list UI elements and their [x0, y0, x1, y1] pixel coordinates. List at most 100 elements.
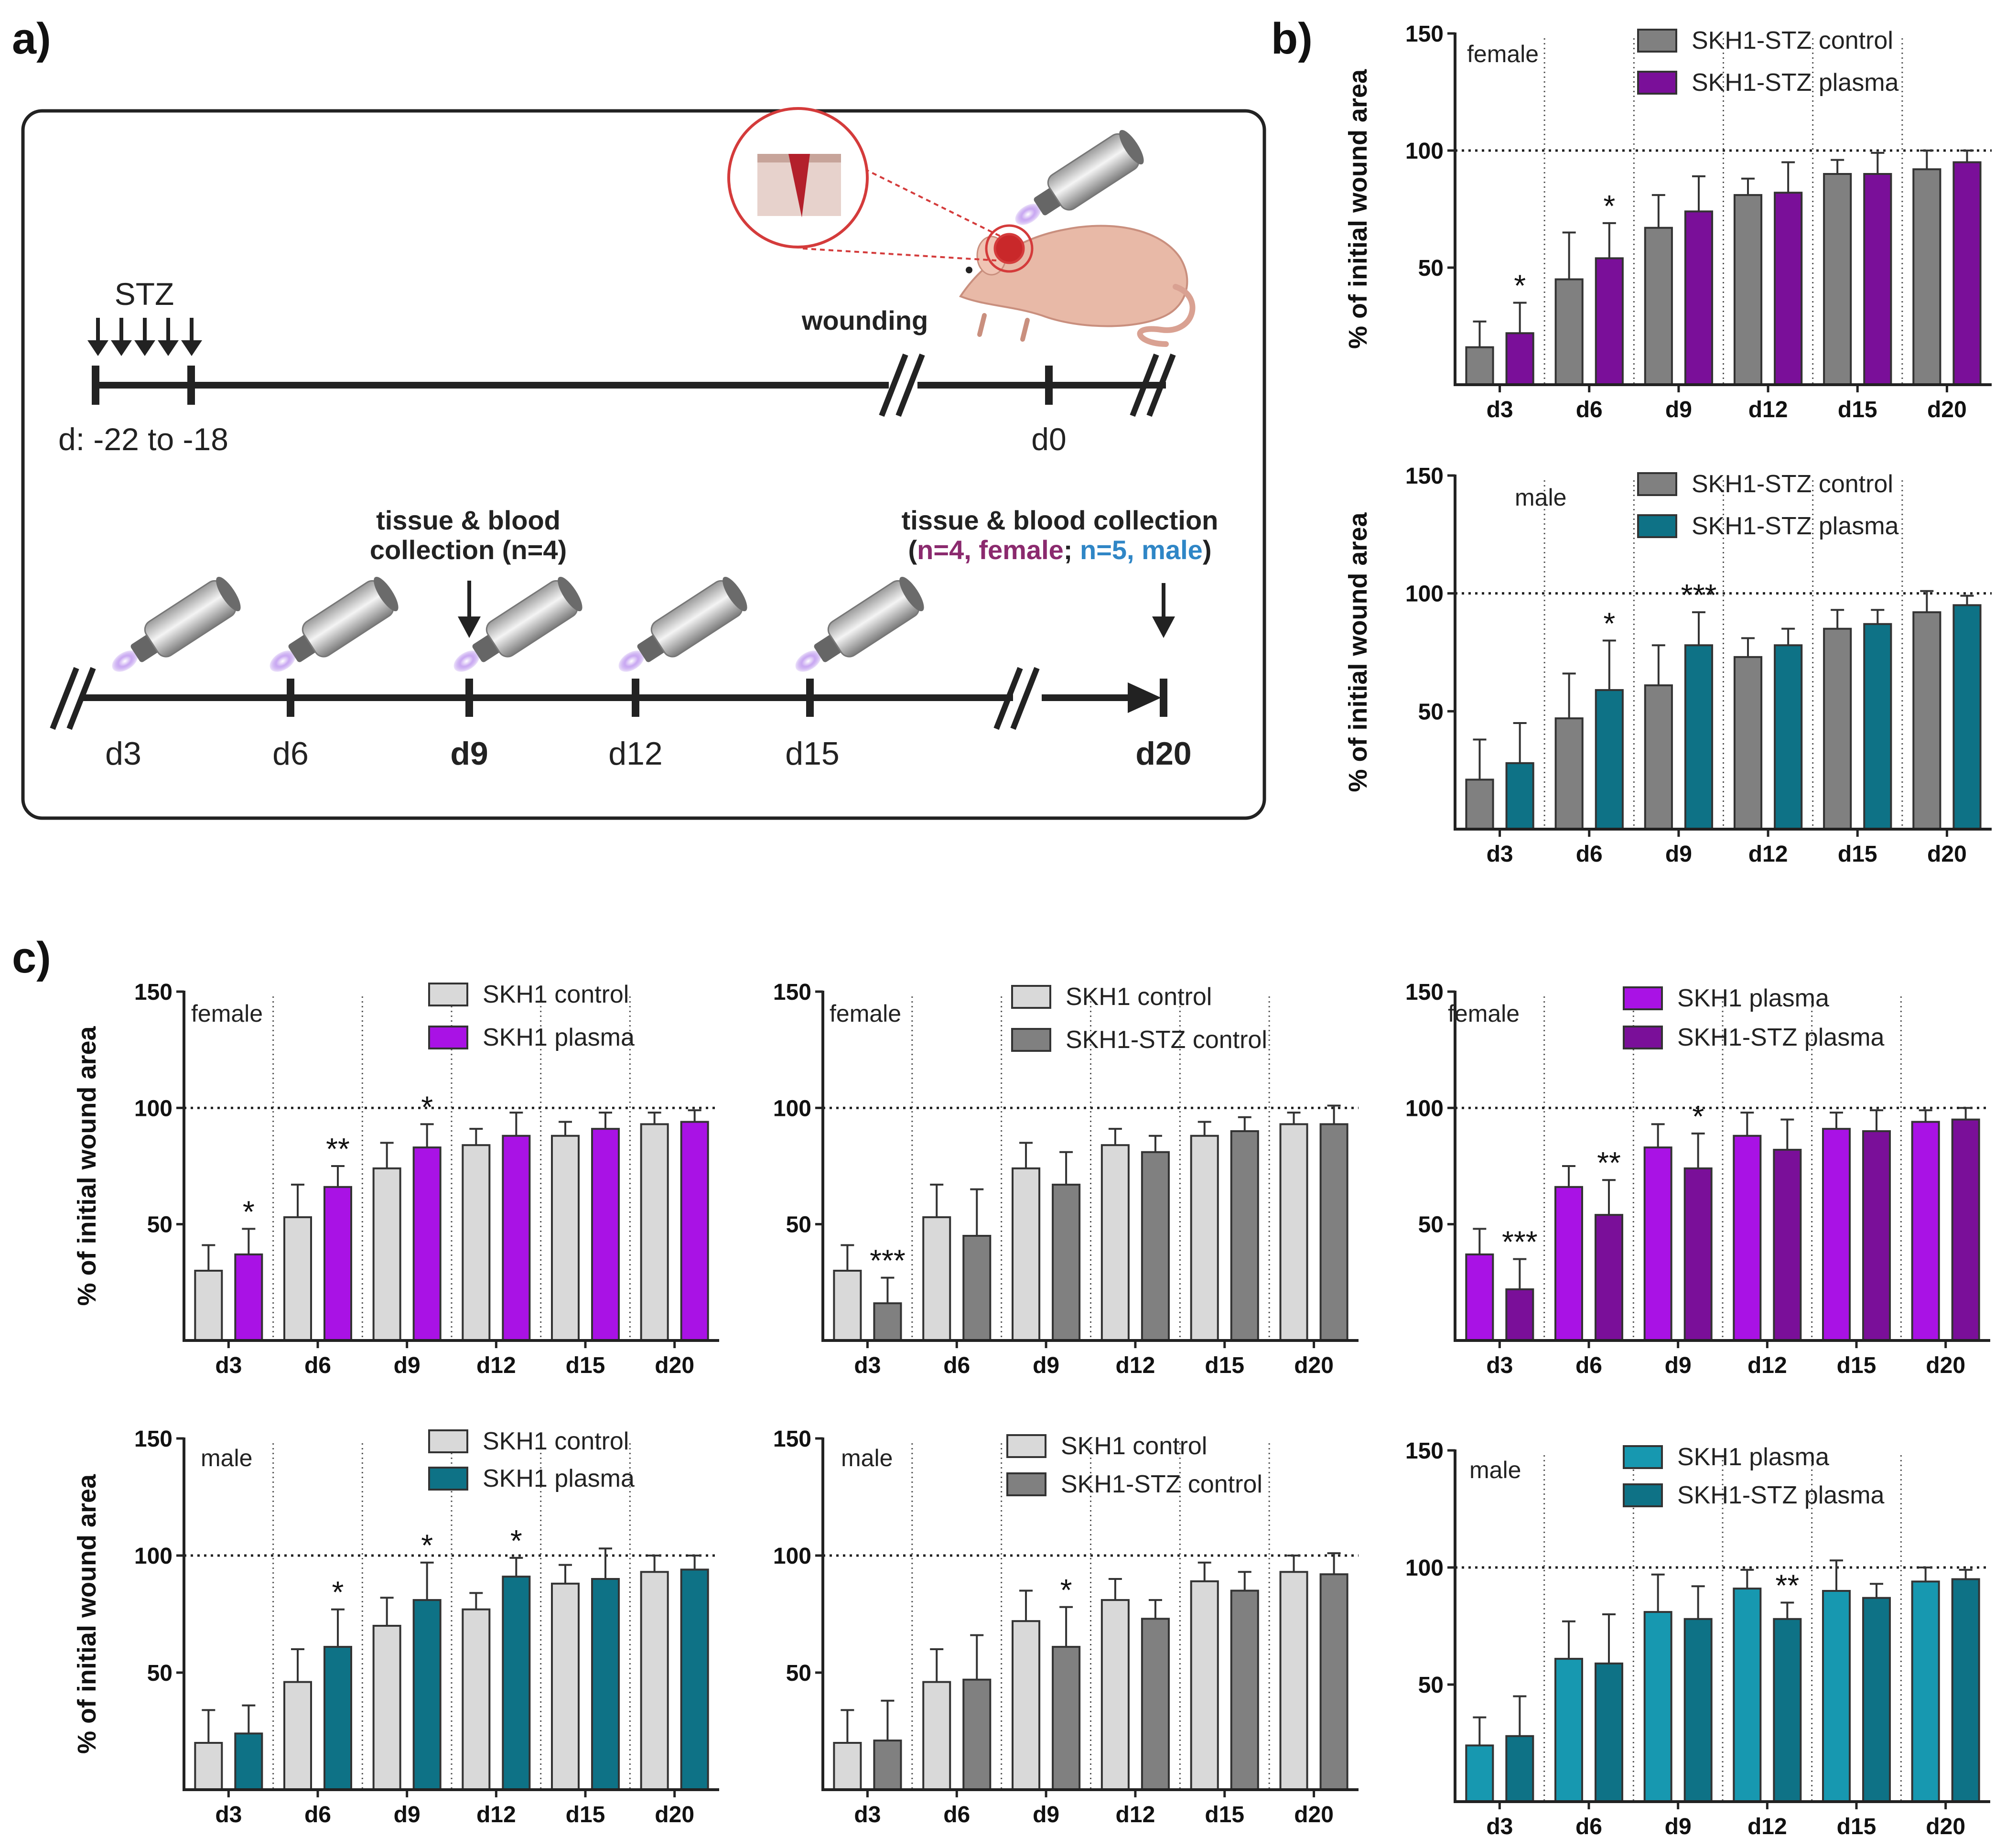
y-axis-label: % of initial wound area [1344, 512, 1372, 792]
bar-b1-d9-series0 [1644, 227, 1673, 386]
bar-b2-d6-series1 [1595, 689, 1624, 831]
legend-swatch-series1 [1637, 71, 1677, 95]
bar-c6-d3-series1 [1505, 1735, 1534, 1803]
bar-c5-d15-series1 [1230, 1589, 1259, 1791]
x-tick-label-d15: d15 [566, 1353, 605, 1378]
y-tick-label-100: 100 [1405, 1556, 1444, 1581]
significance-marker-d6: * [1603, 189, 1615, 223]
bar-b2-d9-series0 [1644, 684, 1673, 830]
legend-swatch-series1 [428, 1026, 468, 1049]
panel-label-b: b) [1271, 14, 1313, 63]
sex-label: female [191, 1000, 263, 1027]
bar-c4-d3-series1 [234, 1732, 263, 1791]
x-tick-label-d3: d3 [854, 1353, 881, 1378]
significance-marker-d9: *** [1681, 578, 1717, 612]
x-tick-label-d3: d3 [1486, 1814, 1513, 1839]
significance-marker-d9: * [1060, 1573, 1072, 1607]
x-tick-label-d20: d20 [1926, 1814, 1965, 1839]
sex-label: female [1448, 1000, 1520, 1027]
legend-label-series0: SKH1 control [1066, 983, 1212, 1011]
wound-magnified-inset [727, 107, 1002, 261]
bar-c6-d3-series0 [1465, 1744, 1494, 1803]
bar-b2-d15-series0 [1823, 627, 1852, 830]
x-tick-label-d3: d3 [215, 1802, 242, 1827]
x-tick-label-d9: d9 [1665, 397, 1692, 422]
x-tick-label-d20: d20 [1926, 1353, 1965, 1378]
bar-c2-d3-series1 [873, 1302, 902, 1341]
bar-c4-d20-series1 [680, 1568, 709, 1791]
bar-c1-d20-series0 [640, 1123, 669, 1341]
y-tick-label-150: 150 [134, 980, 173, 1005]
bar-c6-d12-series0 [1733, 1588, 1762, 1803]
y-tick-label-100: 100 [134, 1544, 173, 1569]
bar-b1-d6-series1 [1595, 257, 1624, 386]
legend-swatch-series0 [428, 1429, 468, 1453]
bar-b1-d15-series0 [1823, 173, 1852, 386]
collection-arrow-d20 [1152, 583, 1175, 638]
bar-c4-d12-series0 [462, 1608, 491, 1791]
y-tick-label-100: 100 [773, 1544, 811, 1569]
bar-c6-d12-series1 [1773, 1618, 1802, 1803]
x-tick-label-d3: d3 [854, 1802, 881, 1827]
bar-c1-d3-series0 [194, 1270, 223, 1341]
bar-c5-d20-series0 [1279, 1571, 1308, 1791]
legend-label-series0: SKH1 plasma [1677, 984, 1829, 1012]
bar-c5-d9-series1 [1052, 1646, 1081, 1791]
chart-c3: d3 d6 d9 d12 d15 d20******50100150femaleSKH1 … [1405, 980, 1990, 1378]
significance-marker-d9: * [421, 1528, 433, 1563]
chart-c2: d3 d6 d9 d12 d15 d20 *** 50 100 150 female SKH1 con… [773, 980, 1359, 1378]
bar-c6-d6-series1 [1595, 1662, 1623, 1803]
timeline-top [92, 366, 1166, 405]
x-tick-label-d15: d15 [1838, 842, 1877, 867]
bar-c5-d20-series1 [1319, 1573, 1348, 1791]
x-tick-label-d6: d6 [1576, 397, 1603, 422]
x-tick-label-d20: d20 [1927, 842, 1967, 867]
bar-c3-d9-series0 [1643, 1146, 1672, 1341]
x-tick-label-d9: d9 [1033, 1353, 1059, 1378]
bar-b2-d20-series0 [1912, 611, 1941, 830]
bar-b1-d6-series0 [1554, 278, 1584, 386]
bar-c6-d9-series1 [1683, 1618, 1713, 1803]
legend-swatch-series0 [1011, 985, 1051, 1009]
bar-c3-d15-series0 [1822, 1128, 1851, 1341]
timeline-day-d20: d20 [1135, 735, 1191, 772]
significance-marker-d3: * [1514, 269, 1526, 303]
sex-label: male [1515, 484, 1566, 511]
wounding-label: wounding [801, 305, 928, 335]
bar-c2-d9-series0 [1012, 1167, 1041, 1342]
collection-end-line2: (n=4, female; n=5, male) [908, 535, 1212, 565]
x-tick-label-d15: d15 [1205, 1802, 1244, 1827]
legend-swatch-series1 [1011, 1028, 1051, 1052]
bar-c6-d20-series1 [1951, 1578, 1980, 1803]
collection-mid-line2: collection (n=4) [370, 535, 567, 565]
x-tick-label-d12: d12 [1748, 397, 1788, 422]
bar-c1-d9-series0 [372, 1167, 401, 1342]
significance-marker-d12: * [510, 1524, 522, 1558]
panel-label-c: c) [12, 933, 51, 982]
bar-b2-d9-series1 [1684, 644, 1714, 830]
bar-b2-d3-series1 [1505, 762, 1534, 831]
timeline-day-d12: d12 [608, 735, 662, 772]
significance-marker-d12: ** [1775, 1568, 1799, 1603]
y-tick-label-100: 100 [773, 1096, 811, 1121]
y-tick-label-100: 100 [1405, 139, 1444, 164]
x-tick-label-d9: d9 [1033, 1802, 1059, 1827]
x-tick-label-d6: d6 [1575, 1814, 1602, 1839]
collection-arrow-d9 [458, 581, 481, 638]
x-tick-label-d9: d9 [1665, 1814, 1692, 1839]
bar-c5-d12-series1 [1141, 1618, 1170, 1791]
bar-c5-d3-series0 [833, 1742, 862, 1791]
x-tick-label-d20: d20 [655, 1353, 694, 1378]
sex-label: male [841, 1445, 893, 1471]
bar-c1-d12-series0 [462, 1144, 491, 1341]
x-tick-label-d6: d6 [1576, 842, 1603, 867]
timeline-break-top [879, 353, 1176, 417]
bar-c3-d15-series1 [1862, 1130, 1891, 1341]
y-tick-label-150: 150 [1405, 22, 1444, 47]
legend-label-series1: SKH1 plasma [483, 1465, 635, 1492]
y-tick-label-150: 150 [773, 1427, 811, 1452]
